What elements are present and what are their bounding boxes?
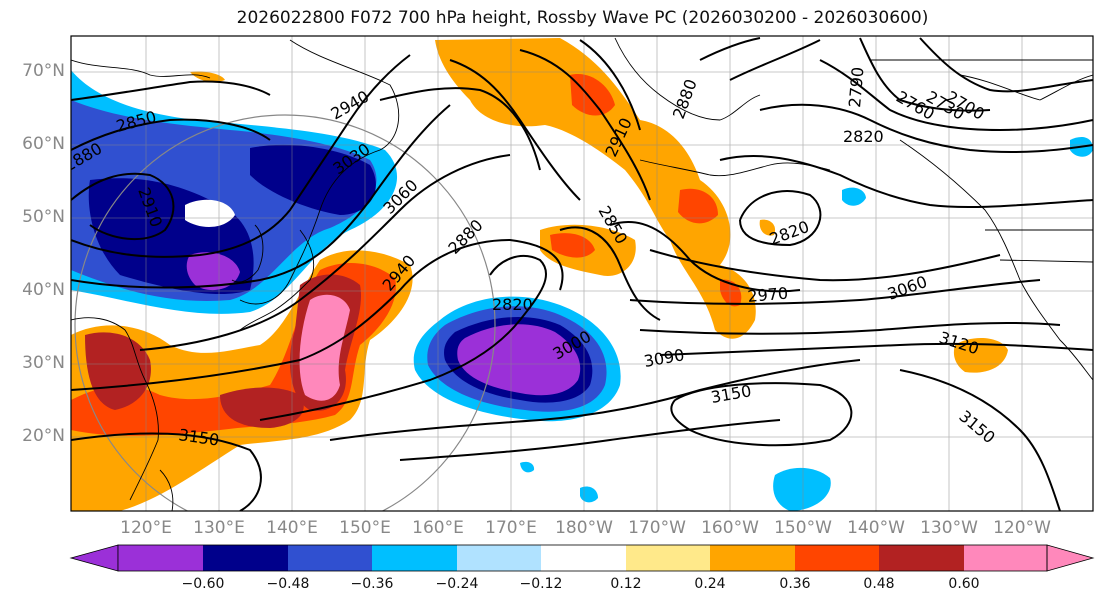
lon-label: 130°W — [920, 518, 978, 538]
lat-label: 60°N — [22, 134, 65, 154]
lon-label: 170°E — [485, 518, 537, 538]
colorbar-bin — [626, 545, 710, 571]
map-frame — [70, 35, 1094, 512]
lon-label: 130°E — [193, 518, 245, 538]
anomaly-shading — [71, 38, 1093, 511]
colorbar-tick-label: −0.36 — [350, 576, 394, 592]
height-contours — [71, 37, 1093, 511]
lat-label: 30°N — [22, 353, 65, 373]
contour-label: 2820 — [843, 127, 884, 146]
contour-label: 2970 — [747, 284, 789, 306]
colorbar-bin — [541, 545, 626, 571]
colorbar-bin — [288, 545, 372, 571]
colorbar-bin — [795, 545, 879, 571]
lon-label: 120°W — [993, 518, 1051, 538]
contour-label: 2790 — [845, 66, 867, 108]
colorbar-tick-label: −0.60 — [181, 576, 225, 592]
colorbar — [69, 544, 1095, 572]
colorbar-bin — [710, 545, 795, 571]
lon-label: 150°W — [774, 518, 832, 538]
colorbar-tick-label: −0.24 — [435, 576, 479, 592]
colorbar-bin — [203, 545, 288, 571]
lat-label: 40°N — [22, 280, 65, 300]
lon-label: 160°E — [412, 518, 464, 538]
colorbar-extend-low — [69, 544, 119, 572]
map-panel: 2850 2880 2940 3030 3060 2910 2940 2880 … — [71, 36, 1093, 511]
coastlines — [71, 37, 1093, 511]
lat-label: 50°N — [22, 207, 65, 227]
colorbar-bin — [372, 545, 457, 571]
lat-label: 70°N — [22, 61, 65, 81]
great-circle-ring — [74, 114, 496, 511]
lon-label: 120°E — [120, 518, 172, 538]
lon-label: 160°W — [701, 518, 759, 538]
colorbar-tick-label: 0.48 — [863, 576, 895, 592]
colorbar-bin — [457, 545, 541, 571]
lon-label: 140°W — [847, 518, 905, 538]
colorbar-bin — [879, 545, 964, 571]
lon-label: 170°W — [628, 518, 686, 538]
colorbar-tick-label: 0.60 — [948, 576, 980, 592]
lon-label: 150°E — [339, 518, 391, 538]
colorbar-tick-label: −0.12 — [519, 576, 563, 592]
colorbar-extend-high — [1046, 544, 1095, 572]
colorbar-tick-label: 0.24 — [694, 576, 726, 592]
colorbar-bin — [964, 545, 1047, 571]
contour-label: 2820 — [492, 295, 533, 314]
colorbar-tick-label: 0.12 — [610, 576, 642, 592]
lon-label: 140°E — [266, 518, 318, 538]
lat-label: 20°N — [22, 426, 65, 446]
colorbar-tick-label: −0.48 — [266, 576, 310, 592]
map-title: 2026022800 F072 700 hPa height, Rossby W… — [236, 8, 929, 28]
colorbar-bin — [118, 545, 203, 571]
lon-label: 180°W — [555, 518, 613, 538]
colorbar-tick-label: 0.36 — [779, 576, 811, 592]
